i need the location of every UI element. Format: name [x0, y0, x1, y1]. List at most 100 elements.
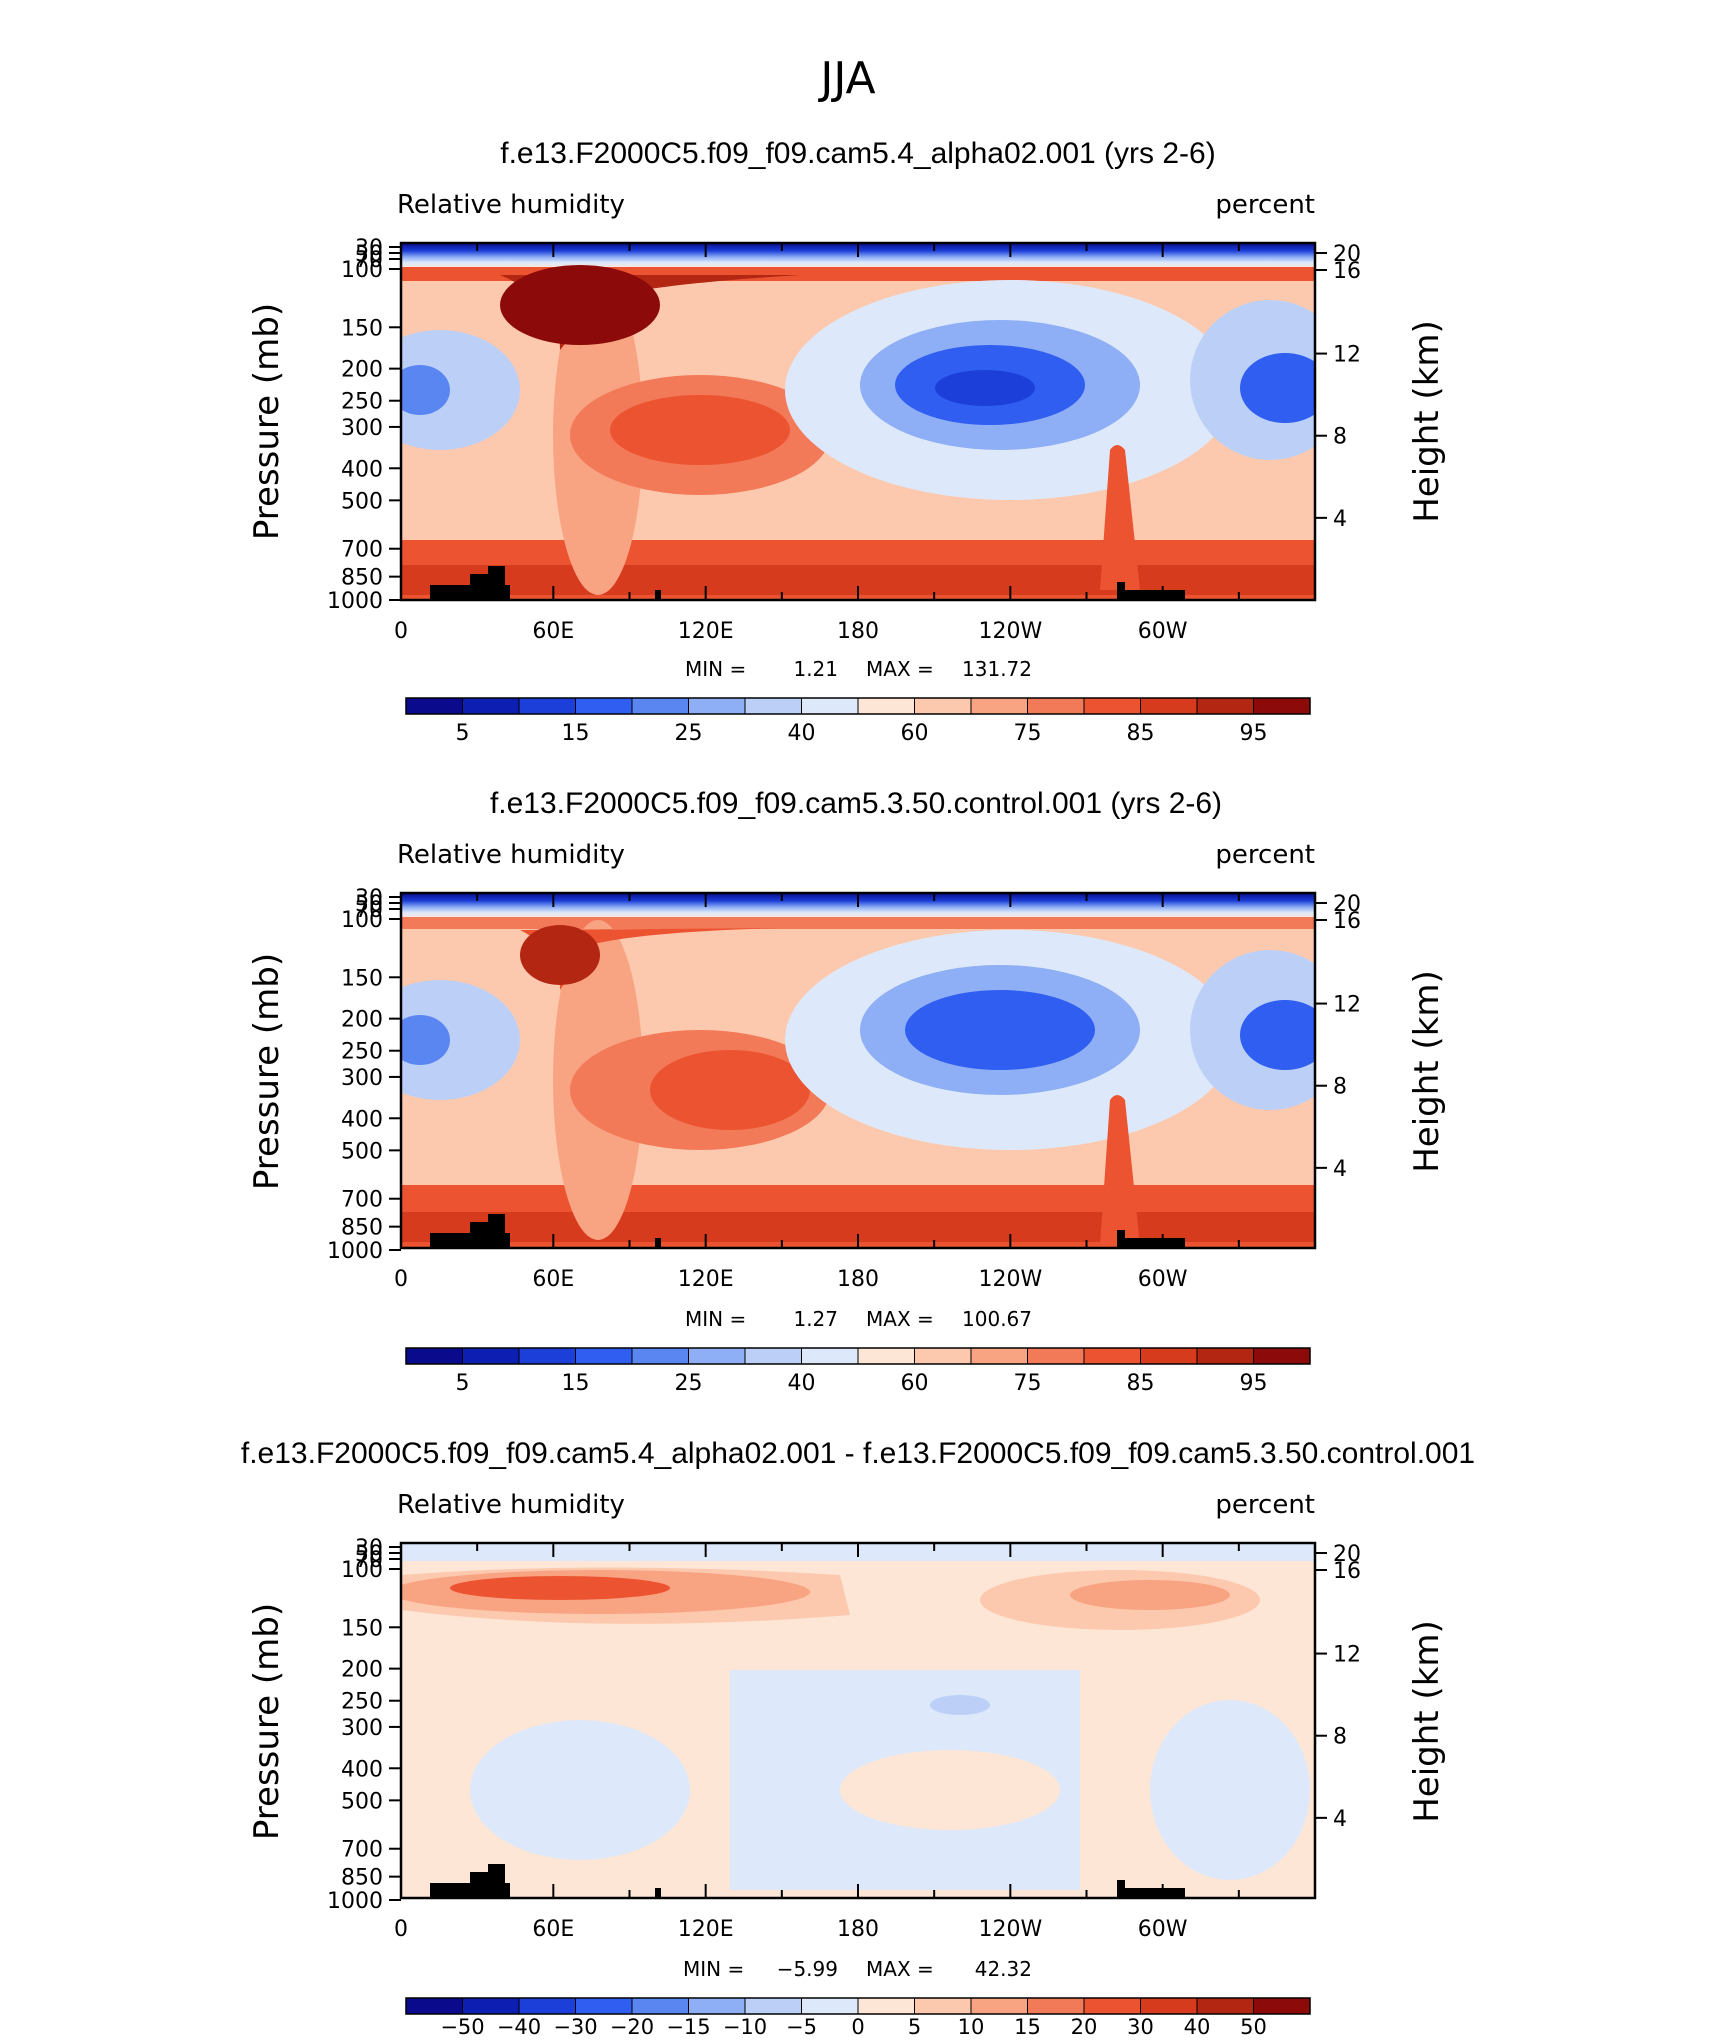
pressure-tick-label: 50 — [355, 242, 383, 267]
field-atlantic-dry-inner — [1240, 1000, 1315, 1070]
colorbar-swatch — [914, 697, 972, 715]
colorbar-label: 15 — [562, 721, 590, 746]
colorbar-label: 50 — [1240, 2015, 1267, 2038]
colorbar-swatch — [1083, 1347, 1141, 1365]
pressure-tick-label: 300 — [341, 416, 383, 441]
colorbar-label: 40 — [788, 1371, 816, 1396]
pressure-tick-label: 400 — [341, 457, 383, 482]
panel-1-max-value: 131.72 — [962, 657, 1032, 681]
colorbar-swatch — [970, 697, 1028, 715]
pressure-tick-label: 30 — [355, 886, 383, 911]
x-tick-label: 60E — [532, 619, 574, 644]
colorbar-label: 40 — [788, 721, 816, 746]
colorbar-swatch — [801, 1997, 859, 2015]
x-tick-label: 120W — [978, 1267, 1042, 1292]
field-africa-dry-inner — [401, 1015, 450, 1065]
height-tick-label: 12 — [1333, 993, 1361, 1018]
height-tick-label: 16 — [1333, 1559, 1361, 1584]
field-east-pacific-dry-inner — [905, 990, 1095, 1070]
colorbar-swatch — [1027, 1347, 1085, 1365]
colorbar-swatch — [1140, 697, 1198, 715]
x-tick-label: 180 — [837, 1917, 879, 1942]
y-axis-right-title: Height (km) — [1407, 970, 1447, 1173]
height-tick-label: 4 — [1333, 507, 1347, 532]
colorbar-swatch — [744, 1347, 802, 1365]
colorbar-swatch — [1253, 697, 1311, 715]
x-tick-label: 60W — [1138, 1917, 1188, 1942]
colorbar-swatch — [631, 697, 689, 715]
colorbar-swatch — [462, 697, 520, 715]
pressure-tick-label: 400 — [341, 1757, 383, 1782]
field-africa-dry-outer — [401, 330, 520, 450]
colorbar-label: 5 — [908, 2015, 921, 2038]
pressure-tick-label: 1000 — [327, 1889, 383, 1914]
panel-3-min-value: −5.99 — [777, 1957, 838, 1981]
panel-1-min-label: MIN = — [685, 657, 746, 681]
colorbar-label: 25 — [675, 721, 703, 746]
colorbar-swatch — [631, 1997, 689, 2015]
height-tick-label: 8 — [1333, 425, 1347, 450]
y-axis-title: Pressure (mb) — [247, 1603, 287, 1840]
height-tick-label: 20 — [1333, 242, 1361, 267]
colorbar-label: 30 — [1127, 2015, 1154, 2038]
colorbar-label: 95 — [1240, 1371, 1268, 1396]
colorbar-swatch — [462, 1997, 520, 2015]
field-tropopause-dark-core — [520, 925, 600, 985]
colorbar-label: 25 — [675, 1371, 703, 1396]
field-africa-dry-inner — [401, 365, 450, 415]
colorbar-swatch — [857, 697, 915, 715]
colorbar-swatch — [518, 697, 576, 715]
pressure-tick-label: 850 — [341, 1866, 383, 1891]
x-tick-label: 120E — [678, 1267, 734, 1292]
colorbar-label: −10 — [723, 2015, 767, 2038]
pressure-tick-label: 250 — [341, 1040, 383, 1065]
field-andes-moist-column — [1100, 445, 1140, 590]
colorbar-swatch — [801, 697, 859, 715]
pressure-tick-label: 70 — [355, 898, 383, 923]
pressure-tick-label: 100 — [341, 1558, 383, 1583]
panel-1-colorbar: 5 15 25 40 60 75 85 95 — [405, 697, 1311, 746]
panel-2-min-value: 1.27 — [793, 1307, 838, 1331]
colorbar-label: −50 — [440, 2015, 484, 2038]
colorbar-swatch — [688, 1347, 746, 1365]
y-axis-title: Pressure (mb) — [247, 303, 287, 540]
colorbar-label: −30 — [553, 2015, 597, 2038]
pressure-tick-label: 250 — [341, 390, 383, 415]
colorbar-swatch — [575, 1347, 633, 1365]
pressure-tick-label: 500 — [341, 1789, 383, 1814]
colorbar-label: 95 — [1240, 721, 1268, 746]
height-tick-label: 12 — [1333, 343, 1361, 368]
page-title: JJA — [817, 53, 875, 104]
pressure-tick-label: 850 — [341, 566, 383, 591]
colorbar-label: 15 — [1014, 2015, 1041, 2038]
panel-2-max-value: 100.67 — [962, 1307, 1032, 1331]
colorbar-label: 40 — [1184, 2015, 1211, 2038]
field-atlantic-dry-inner — [1240, 353, 1315, 423]
colorbar-swatch — [405, 1997, 463, 2015]
panel-2-max-label: MAX = — [866, 1307, 934, 1331]
x-tick-label: 120W — [978, 1917, 1042, 1942]
pressure-tick-label: 300 — [341, 1716, 383, 1741]
height-tick-label: 20 — [1333, 1542, 1361, 1567]
colorbar-swatch — [631, 1347, 689, 1365]
colorbar-swatch — [857, 1347, 915, 1365]
colorbar-label: 75 — [1014, 721, 1042, 746]
colorbar-swatch — [744, 1997, 802, 2015]
colorbar-frame — [405, 697, 1311, 715]
panel-3-max-label: MAX = — [866, 1957, 934, 1981]
colorbar-swatch — [518, 1997, 576, 2015]
colorbar-swatch — [405, 1347, 463, 1365]
x-tick-label: 120W — [978, 619, 1042, 644]
x-tick-label: 0 — [394, 619, 408, 644]
field-topography — [430, 566, 1185, 600]
pressure-tick-label: 300 — [341, 1066, 383, 1091]
colorbar-swatch — [857, 1997, 915, 2015]
height-tick-label: 12 — [1333, 1643, 1361, 1668]
height-tick-label: 8 — [1333, 1725, 1347, 1750]
field-atlantic-negative — [1150, 1700, 1310, 1880]
pressure-tick-label: 700 — [341, 1188, 383, 1213]
colorbar-label: −20 — [610, 2015, 654, 2038]
panel-2: f.e13.F2000C5.f09_f09.cam5.3.50.control.… — [247, 787, 1447, 1396]
